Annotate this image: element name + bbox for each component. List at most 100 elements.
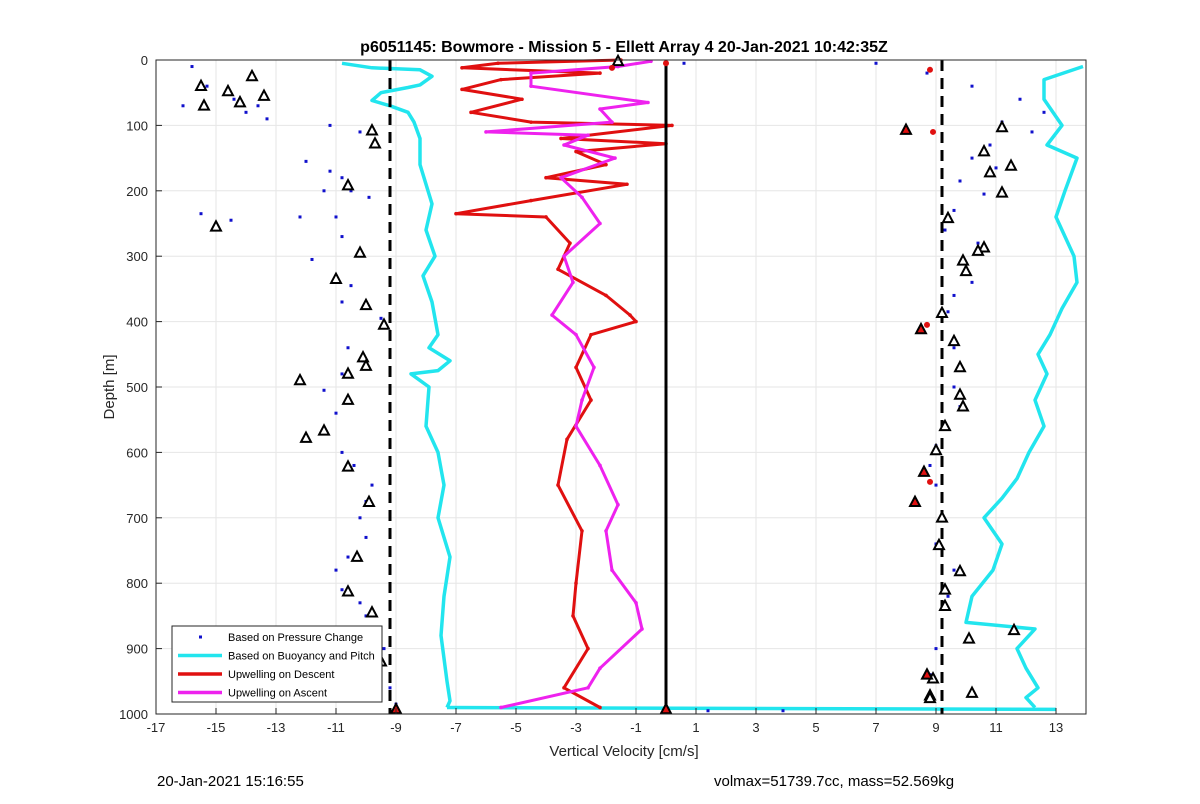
- x-tick-label: -9: [390, 720, 402, 735]
- pressure-point: [946, 594, 950, 598]
- descent-line-point: [604, 162, 608, 167]
- buoyancy-line-segment: [964, 64, 1084, 709]
- triangle-marker: [938, 598, 952, 611]
- triangle-marker: [362, 494, 376, 507]
- triangle-marker: [953, 387, 967, 400]
- descent-line-point: [634, 319, 638, 324]
- pressure-point: [370, 483, 374, 487]
- ascent-line-point: [580, 398, 584, 402]
- descent-line-point: [529, 120, 533, 124]
- pressure-point: [328, 123, 332, 127]
- ascent-line-point: [592, 365, 596, 370]
- triangle-marker: [953, 359, 967, 373]
- ascent-line-point: [529, 84, 533, 88]
- pressure-point: [199, 212, 203, 216]
- y-tick-label: 1000: [119, 707, 148, 722]
- triangle-marker: [923, 690, 937, 704]
- descent-line-point: [544, 175, 548, 180]
- descent-line-point: [586, 646, 590, 651]
- footer-volmax-mass: volmax=51739.7cc, mass=52.569kg: [714, 773, 955, 790]
- triangle-marker: [359, 358, 373, 371]
- descent-line-point: [556, 267, 560, 272]
- y-tick-label: 100: [126, 118, 148, 133]
- pressure-point: [970, 156, 974, 160]
- red-dot-marker: [930, 128, 936, 135]
- triangle-marker: [293, 372, 307, 386]
- ascent-line-point: [640, 627, 644, 631]
- x-tick-label: -13: [267, 720, 286, 735]
- triangle-marker: [365, 604, 379, 618]
- red-dot-marker: [927, 478, 933, 485]
- pressure-point: [388, 686, 392, 690]
- triangle-marker: [341, 366, 355, 379]
- descent-line-point: [574, 365, 578, 370]
- x-tick-label: 7: [872, 720, 879, 735]
- x-tick-label: -17: [147, 720, 166, 735]
- ascent-line-point: [586, 686, 590, 690]
- ascent-line-point: [574, 332, 578, 337]
- x-axis-label: Vertical Velocity [cm/s]: [549, 743, 698, 760]
- ascent-line-point: [613, 156, 617, 160]
- triangle-marker: [995, 185, 1009, 198]
- pressure-point: [334, 568, 338, 572]
- descent-line-point: [544, 215, 548, 219]
- pressure-point: [304, 159, 308, 163]
- pressure-point: [970, 280, 974, 284]
- pressure-point: [994, 166, 998, 170]
- pressure-point: [340, 450, 344, 454]
- x-tick-label: 3: [752, 720, 759, 735]
- pressure-point: [364, 535, 368, 539]
- triangle-marker: [1004, 158, 1018, 171]
- pressure-point: [190, 65, 194, 69]
- x-tick-label: 9: [932, 720, 939, 735]
- pressure-point: [328, 169, 332, 173]
- ascent-line-point: [598, 463, 602, 468]
- pressure-point: [322, 388, 326, 392]
- pressure-point: [334, 411, 338, 415]
- triangle-marker: [977, 240, 991, 253]
- triangle-marker: [194, 78, 208, 92]
- y-tick-label: 900: [126, 642, 148, 657]
- x-tick-label: -11: [327, 720, 345, 735]
- triangle-marker: [956, 253, 970, 266]
- pressure-point: [958, 179, 962, 183]
- pressure-point: [358, 130, 362, 134]
- triangle-marker-filled: [899, 122, 913, 135]
- pressure-point: [346, 555, 350, 559]
- x-tick-label: 5: [812, 720, 819, 735]
- descent-line-point: [520, 97, 524, 102]
- triangle-marker: [983, 164, 997, 178]
- triangle-marker: [938, 418, 952, 432]
- x-tick-label: 13: [1049, 720, 1063, 735]
- pressure-point: [256, 104, 260, 108]
- triangle-marker: [947, 333, 961, 347]
- triangle-marker: [959, 263, 973, 277]
- triangle-marker: [932, 537, 946, 551]
- ascent-line-point: [646, 100, 650, 105]
- buoyancy-line-segment: [341, 61, 452, 709]
- pressure-point: [946, 310, 950, 314]
- pressure-point: [340, 176, 344, 180]
- triangle-marker: [971, 243, 985, 256]
- descent-line-point: [556, 483, 560, 487]
- pressure-point: [310, 257, 314, 261]
- pressure-point: [352, 463, 356, 467]
- pressure-point: [349, 189, 353, 193]
- ascent-line-point: [484, 130, 488, 134]
- triangle-marker: [317, 423, 331, 436]
- pressure-point: [232, 97, 236, 101]
- descent-line-point: [460, 66, 464, 70]
- buoyancy-line-segment: [446, 705, 1057, 712]
- pressure-point: [781, 709, 785, 713]
- pressure-point: [346, 346, 350, 350]
- pressure-point: [682, 61, 686, 65]
- triangle-marker: [350, 549, 364, 562]
- triangle-marker: [245, 68, 259, 82]
- pressure-point: [934, 647, 938, 651]
- x-tick-label: 1: [692, 720, 699, 735]
- triangle-marker: [1007, 622, 1021, 636]
- triangle-marker: [962, 631, 976, 644]
- pressure-point: [1018, 97, 1022, 101]
- pressure-point: [358, 601, 362, 605]
- triangle-marker: [965, 685, 979, 698]
